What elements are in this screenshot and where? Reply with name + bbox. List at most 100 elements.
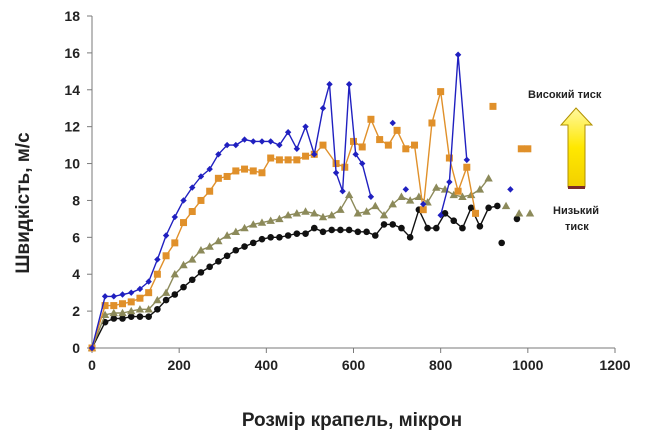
x-tick-label: 1200: [599, 357, 630, 373]
y-tick-label: 8: [72, 192, 80, 208]
data-point: [292, 209, 302, 217]
x-tick-label: 0: [88, 357, 96, 373]
data-point: [136, 313, 144, 320]
data-point: [318, 212, 328, 221]
data-point: [109, 308, 118, 317]
axes: 0 200 400 600 800 1000 1200 0 2 4 6 8 10 12 14 16 18: [64, 8, 630, 373]
data-point: [341, 163, 349, 171]
data-point: [384, 141, 392, 149]
data-point: [498, 239, 505, 247]
data-point: [388, 199, 397, 208]
data-point: [437, 212, 444, 219]
data-point: [215, 258, 222, 265]
data-point: [302, 230, 309, 237]
data-point: [171, 239, 179, 247]
data-point: [402, 145, 410, 153]
data-point: [326, 81, 333, 88]
data-point: [153, 270, 161, 278]
data-point: [419, 206, 427, 214]
data-point: [507, 186, 514, 193]
data-point: [145, 289, 153, 297]
data-point: [310, 209, 319, 217]
data-point: [367, 115, 375, 123]
data-point: [206, 263, 213, 271]
data-point: [215, 151, 222, 158]
y-tick-label: 6: [72, 229, 80, 245]
data-point: [162, 296, 170, 304]
data-point: [353, 209, 363, 217]
data-point: [302, 152, 310, 160]
data-point: [206, 187, 214, 195]
data-point: [127, 298, 135, 306]
data-point: [180, 197, 187, 204]
data-point: [136, 294, 144, 302]
data-point: [119, 291, 126, 298]
data-point: [345, 81, 353, 88]
data-point: [494, 202, 501, 210]
data-point: [336, 205, 345, 213]
data-point: [293, 145, 301, 152]
data-point: [319, 228, 327, 236]
data-point: [267, 138, 274, 145]
y-tick-label: 0: [72, 340, 80, 356]
y-tick-label: 2: [72, 303, 80, 319]
data-point: [293, 230, 301, 237]
annotation-low-pressure-line1: Низький: [553, 205, 599, 217]
data-point: [525, 209, 535, 217]
data-point: [232, 246, 240, 254]
data-point: [332, 169, 340, 176]
data-point: [128, 289, 135, 296]
data-point: [428, 119, 436, 127]
data-point: [283, 211, 293, 219]
annotation-low-pressure-line2: тиск: [565, 221, 589, 233]
y-tick-label: 16: [64, 45, 80, 61]
data-point: [467, 204, 475, 212]
data-point: [501, 201, 511, 210]
data-point: [249, 239, 257, 247]
y-tick-label: 12: [64, 119, 80, 135]
data-point: [257, 218, 267, 226]
x-axis-title: Розмір крапель, мікрон: [242, 410, 462, 431]
data-point: [411, 141, 419, 149]
x-tick-label: 200: [167, 357, 191, 373]
data-point: [188, 276, 196, 284]
data-point: [402, 186, 409, 193]
x-tick-label: 600: [342, 357, 366, 373]
data-point: [284, 232, 292, 239]
data-point: [232, 167, 240, 175]
data-point: [101, 302, 109, 310]
data-point: [337, 226, 344, 234]
data-point: [459, 224, 466, 232]
data-point: [352, 151, 359, 158]
series-line: [440, 54, 468, 216]
data-point: [389, 119, 396, 127]
data-point: [154, 305, 161, 313]
data-point: [232, 141, 240, 149]
data-point: [432, 183, 441, 191]
annotation-high-pressure: Високий тиск: [528, 89, 602, 101]
data-point: [179, 260, 188, 269]
data-point: [100, 310, 110, 318]
data-point: [446, 178, 453, 186]
data-point: [135, 305, 145, 313]
series-group: [87, 51, 535, 352]
data-point: [161, 288, 171, 296]
data-point: [171, 291, 179, 298]
data-point: [197, 269, 205, 276]
data-point: [310, 224, 318, 232]
data-point: [405, 196, 415, 204]
series-line: [91, 83, 372, 349]
data-point: [284, 129, 292, 136]
data-point: [359, 160, 366, 167]
data-point: [145, 278, 152, 285]
data-point: [153, 295, 162, 304]
data-point: [513, 215, 521, 223]
series-square: [88, 88, 532, 352]
data-point: [180, 219, 188, 227]
data-point: [319, 105, 327, 112]
data-point: [88, 344, 96, 352]
data-point: [258, 169, 266, 177]
series-line: [91, 177, 490, 349]
x-tick-label: 1000: [512, 357, 543, 373]
